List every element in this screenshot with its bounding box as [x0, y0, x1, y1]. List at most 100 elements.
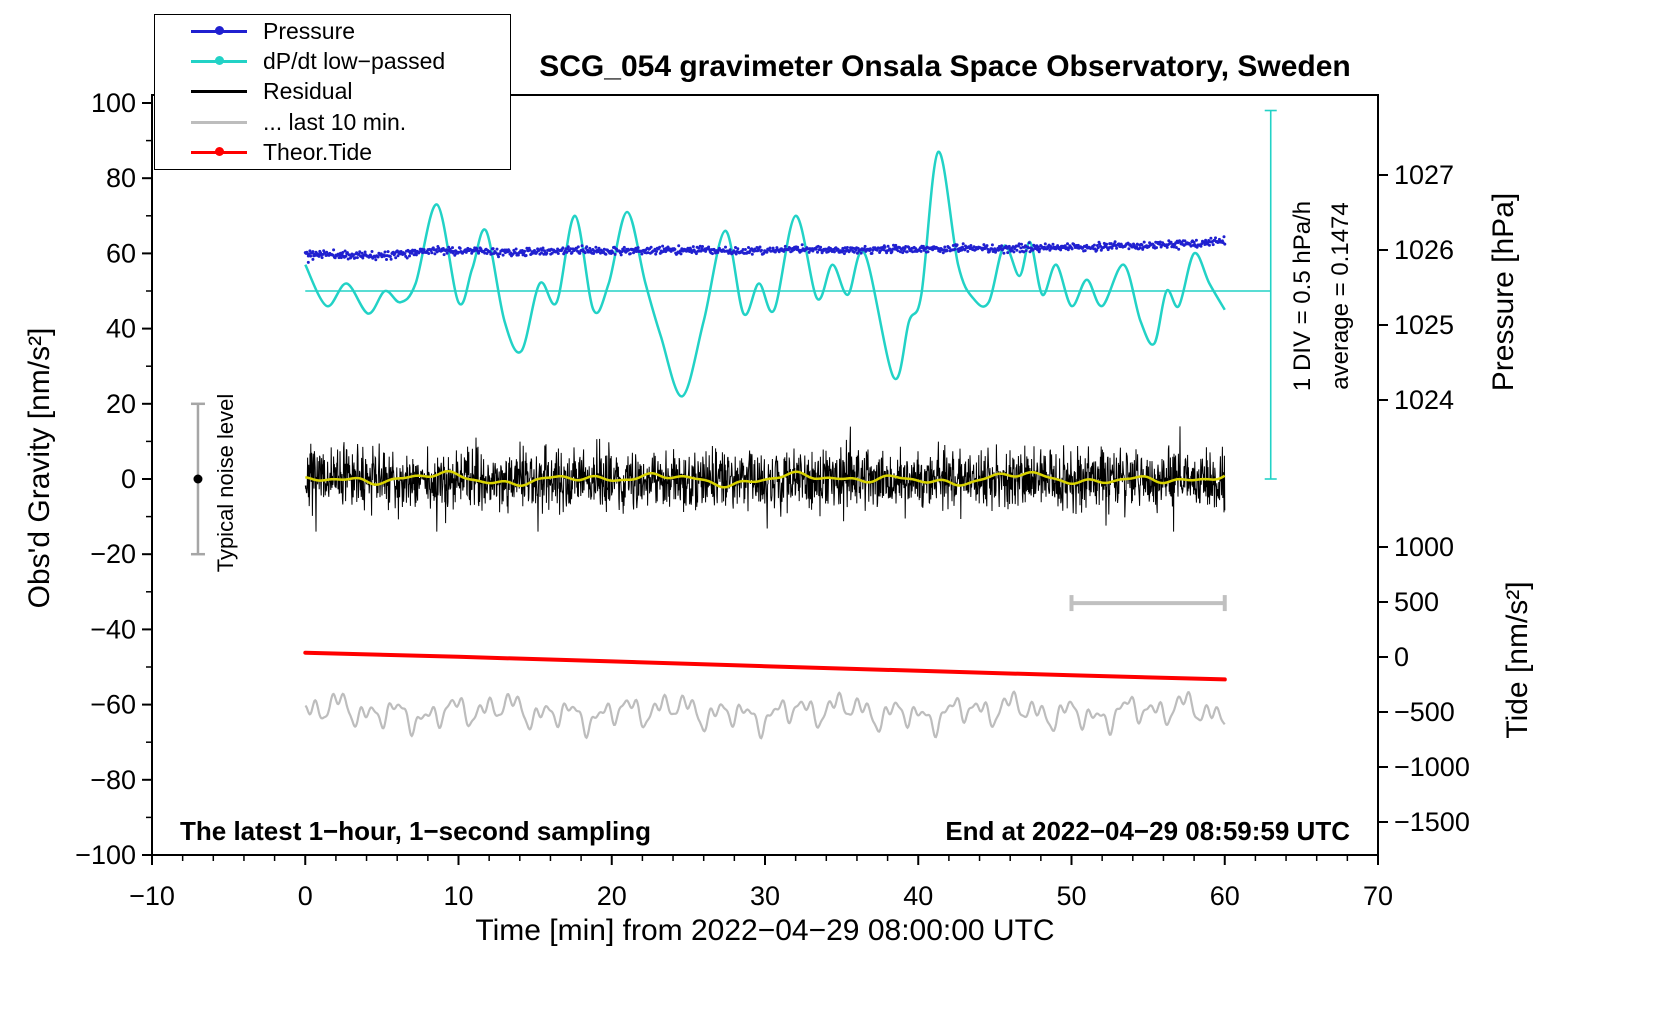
- pressure-dot: [592, 252, 596, 255]
- gravity-tick-label: −60: [90, 690, 136, 720]
- pressure-dot: [523, 249, 527, 253]
- x-tick-label: 60: [1210, 881, 1240, 911]
- pressure-dot: [1223, 242, 1227, 246]
- pressure-dot: [755, 246, 759, 249]
- legend-item-dpdt: dP/dt low−passed: [191, 48, 510, 76]
- pressure-dot: [483, 251, 487, 255]
- pressure-dot: [747, 246, 750, 249]
- pressure-dot: [556, 252, 560, 255]
- pressure-dot: [859, 251, 863, 255]
- legend-item-residual: Residual: [191, 78, 510, 106]
- theortide-swatch-icon: [191, 147, 247, 157]
- series-residual: [304, 426, 1226, 532]
- pressure-dot: [961, 245, 964, 249]
- pressure-dot: [661, 244, 665, 248]
- pressure-dot: [842, 252, 846, 256]
- pressure-dot: [1199, 244, 1203, 248]
- pressure-dot: [1177, 247, 1181, 251]
- pressure-dot: [1172, 245, 1176, 249]
- pressure-dot: [611, 251, 615, 254]
- pressure-dot: [383, 250, 387, 254]
- pressure-dot: [896, 249, 900, 253]
- pressure-dot: [1085, 243, 1089, 247]
- gravity-tick-label: 20: [106, 389, 136, 419]
- pressure-dot: [704, 249, 708, 253]
- pressure-dot: [1110, 246, 1114, 250]
- pressure-dot: [627, 248, 631, 252]
- pressure-dot: [490, 252, 494, 256]
- pressure-dot: [1115, 246, 1119, 250]
- gravity-tick-label: 100: [91, 88, 136, 118]
- pressure-dot: [622, 245, 626, 249]
- pressure-dot: [604, 252, 608, 256]
- pressure-dot: [421, 251, 425, 255]
- pressure-dot: [877, 246, 881, 250]
- pressure-dot: [886, 244, 890, 248]
- pressure-dot: [561, 246, 565, 250]
- pressure-dot: [698, 244, 702, 248]
- pressure-dot: [442, 253, 446, 257]
- pressure-dot: [513, 251, 517, 255]
- pressure-dot: [355, 256, 359, 260]
- pressure-dot: [986, 247, 990, 251]
- pressure-dot: [602, 247, 606, 251]
- pressure-dot: [816, 250, 819, 254]
- series-dp-dt-low-passed: [304, 150, 1226, 398]
- pressure-dot: [405, 256, 409, 260]
- pressure-dot: [585, 245, 589, 249]
- pressure-dot: [1000, 244, 1004, 248]
- pressure-dot: [655, 250, 658, 253]
- x-tick-label: 50: [1056, 881, 1086, 911]
- pressure-dot: [1126, 241, 1130, 245]
- pressure-dot: [528, 248, 532, 252]
- pressure-dot: [306, 260, 310, 264]
- x-tick-label: 70: [1363, 881, 1393, 911]
- pressure-dot: [1194, 238, 1198, 242]
- pressure-dot: [640, 252, 644, 256]
- pressure-dot: [771, 246, 775, 250]
- pressure-dot: [892, 243, 895, 247]
- pressure-dot: [870, 251, 874, 255]
- pressure-dot: [654, 252, 658, 256]
- pressure-dot: [1007, 244, 1011, 248]
- pressure-dot: [524, 254, 528, 257]
- pressure-dot: [507, 249, 511, 253]
- pressure-dot: [914, 247, 918, 251]
- dpdt-swatch-icon: [191, 56, 247, 66]
- pressure-dot: [724, 245, 727, 249]
- pressure-dot: [843, 246, 847, 250]
- pressure-dot: [565, 250, 569, 254]
- pressure-dot: [711, 252, 714, 256]
- pressure-dot: [819, 245, 823, 249]
- pressure-dot: [352, 253, 356, 257]
- pressure-dot: [345, 251, 349, 255]
- pressure-dot: [982, 243, 986, 247]
- pressure-dot: [990, 243, 994, 247]
- x-tick-label: 10: [443, 881, 473, 911]
- pressure-dot: [1206, 241, 1210, 245]
- pressure-dot: [926, 250, 930, 254]
- legend-item-theortide: Theor.Tide: [191, 139, 510, 167]
- pressure-dot: [1192, 240, 1196, 244]
- pressure-dot: [868, 247, 872, 251]
- pressure-dot: [768, 246, 772, 250]
- pressure-dot: [673, 247, 677, 251]
- end-time-annotation: End at 2022−04−29 08:59:59 UTC: [945, 816, 1350, 846]
- pressure-dot: [734, 246, 737, 249]
- pressure-dot: [485, 252, 489, 255]
- pressure-dot: [1022, 250, 1026, 254]
- sampling-annotation: The latest 1−hour, 1−second sampling: [180, 816, 652, 846]
- pressure-dot: [386, 250, 390, 254]
- pressure-dot: [1105, 242, 1109, 246]
- gravity-tick-label: 80: [106, 163, 136, 193]
- pressure-tick-label: 1024: [1394, 385, 1454, 415]
- pressure-dot: [1109, 242, 1113, 246]
- pressure-dot: [422, 248, 426, 252]
- pressure-dot: [1158, 240, 1162, 244]
- pressure-dot: [414, 253, 418, 257]
- pressure-dot: [951, 244, 955, 247]
- pressure-dot: [451, 246, 454, 250]
- pressure-dot: [1214, 236, 1217, 240]
- pressure-dot: [904, 245, 908, 248]
